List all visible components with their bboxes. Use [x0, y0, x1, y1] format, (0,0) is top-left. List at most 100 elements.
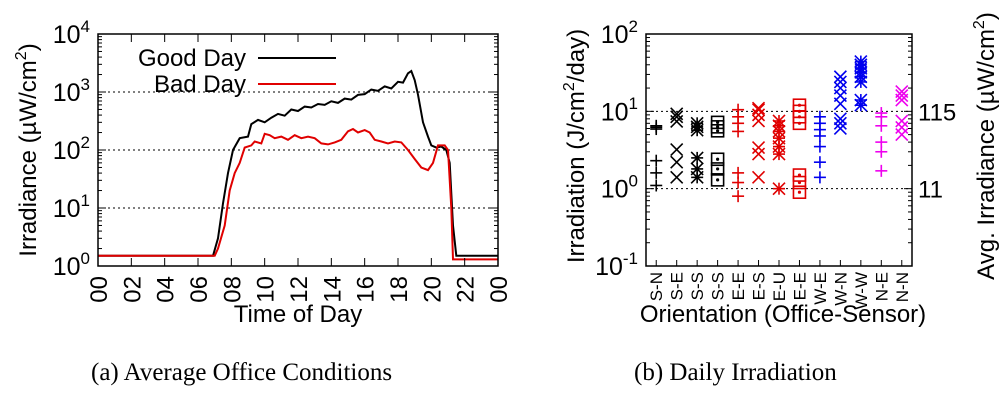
x-axis-label: Orientation (Office-Sensor): [640, 301, 926, 328]
data-point: [895, 88, 909, 103]
x-tick-label: 22: [453, 276, 480, 303]
series-s-n-plus: [650, 119, 663, 192]
data-point: [833, 112, 847, 126]
y2-tick-label: 115: [918, 99, 956, 126]
legend-label: Good Day: [138, 45, 246, 72]
y-tick-label: 101: [53, 191, 90, 223]
data-point: [854, 55, 868, 69]
series-n-n-x: [895, 85, 909, 142]
data-point: [751, 108, 766, 122]
x-category-label: N-E: [872, 272, 891, 301]
data-point: [670, 155, 684, 169]
y-axis-label: Irradiance (µW/cm2): [13, 43, 42, 256]
x-category-label: E-E: [790, 272, 809, 300]
data-point: [670, 107, 684, 121]
x-tick-label: 08: [219, 276, 246, 303]
data-point: [772, 182, 786, 196]
x-tick-label: 16: [353, 276, 380, 303]
data-point: [875, 107, 888, 120]
data-point: [710, 115, 725, 130]
data-point: [670, 110, 684, 124]
x-tick-label: 12: [286, 276, 313, 303]
data-point: [772, 114, 786, 128]
data-point: [650, 154, 663, 167]
x-category-label: E-U: [770, 272, 789, 301]
data-point: [690, 116, 704, 130]
series-w-n-x: [833, 70, 847, 136]
x-tick-label: 02: [119, 276, 146, 303]
data-point: [813, 140, 826, 153]
data-point: [650, 119, 663, 132]
data-point: [732, 190, 745, 203]
data-point: [833, 116, 847, 130]
data-point: [751, 140, 766, 155]
data-point: [751, 103, 766, 117]
series-n-e-plus: [875, 107, 888, 177]
x-tick-label: 20: [419, 276, 446, 303]
series-e-e-square: [792, 98, 807, 200]
series-s-s-star: [690, 116, 704, 184]
data-point: [813, 156, 826, 169]
y-tick-label: 101: [601, 94, 638, 126]
series-w-w-star: [854, 55, 868, 112]
data-point: [792, 168, 807, 182]
x-tick-label: 00: [86, 276, 113, 303]
y-axis-label: Irradiation (J/cm2/day): [561, 29, 590, 263]
y2-tick-label: 11: [918, 177, 943, 204]
data-point: [895, 85, 909, 99]
x-category-label: S-E: [668, 272, 687, 300]
y-tick-label: 104: [53, 17, 90, 49]
y-tick-label: 10-1: [595, 249, 638, 281]
data-point: [833, 70, 847, 84]
x-tick-label: 00: [486, 276, 513, 303]
x-category-label: S-N: [647, 272, 666, 301]
y-tick-label: 100: [601, 171, 638, 203]
series-w-e-plus: [813, 110, 826, 184]
data-point: [650, 179, 663, 192]
x-category-label: S-S: [709, 272, 728, 300]
data-point: [710, 152, 725, 167]
series-e-s-x: [751, 101, 766, 184]
x-axis-label: Time of Day: [234, 301, 362, 328]
data-point: [710, 173, 725, 187]
x-tick-label: 04: [153, 276, 180, 303]
y-tick-label: 102: [53, 133, 90, 165]
y-tick-label: 103: [53, 75, 90, 107]
x-tick-label: 06: [186, 276, 213, 303]
data-point: [895, 128, 909, 142]
x-category-label: E-E: [729, 272, 748, 300]
data-point: [650, 166, 663, 179]
data-point: [751, 147, 766, 161]
y-tick-label: 100: [53, 249, 90, 281]
data-point: [833, 75, 847, 89]
data-point: [732, 103, 745, 116]
y-tick-label: 102: [601, 17, 638, 49]
data-point: [670, 170, 684, 184]
data-point: [875, 136, 888, 149]
data-point: [690, 162, 704, 176]
series-line-bad-day: [98, 127, 498, 261]
data-point: [751, 101, 766, 115]
data-point: [670, 143, 684, 157]
x-category-label: N-N: [893, 272, 912, 302]
series-e-e-plus: [732, 103, 745, 203]
data-point: [895, 114, 909, 128]
series-line-good-day: [98, 69, 498, 257]
data-point: [875, 164, 888, 177]
x-category-label: W-N: [831, 272, 850, 306]
data-point: [854, 93, 868, 107]
x-tick-label: 14: [319, 276, 346, 303]
data-point: [792, 98, 807, 113]
series-e-u-star: [772, 114, 786, 196]
data-point: [792, 185, 807, 200]
x-category-label: S-S: [688, 272, 707, 300]
x-category-label: E-S: [750, 272, 769, 300]
data-point: [690, 151, 704, 165]
data-point: [895, 120, 909, 134]
legend-label: Bad Day: [154, 71, 246, 98]
series-s-e-x: [670, 107, 684, 184]
